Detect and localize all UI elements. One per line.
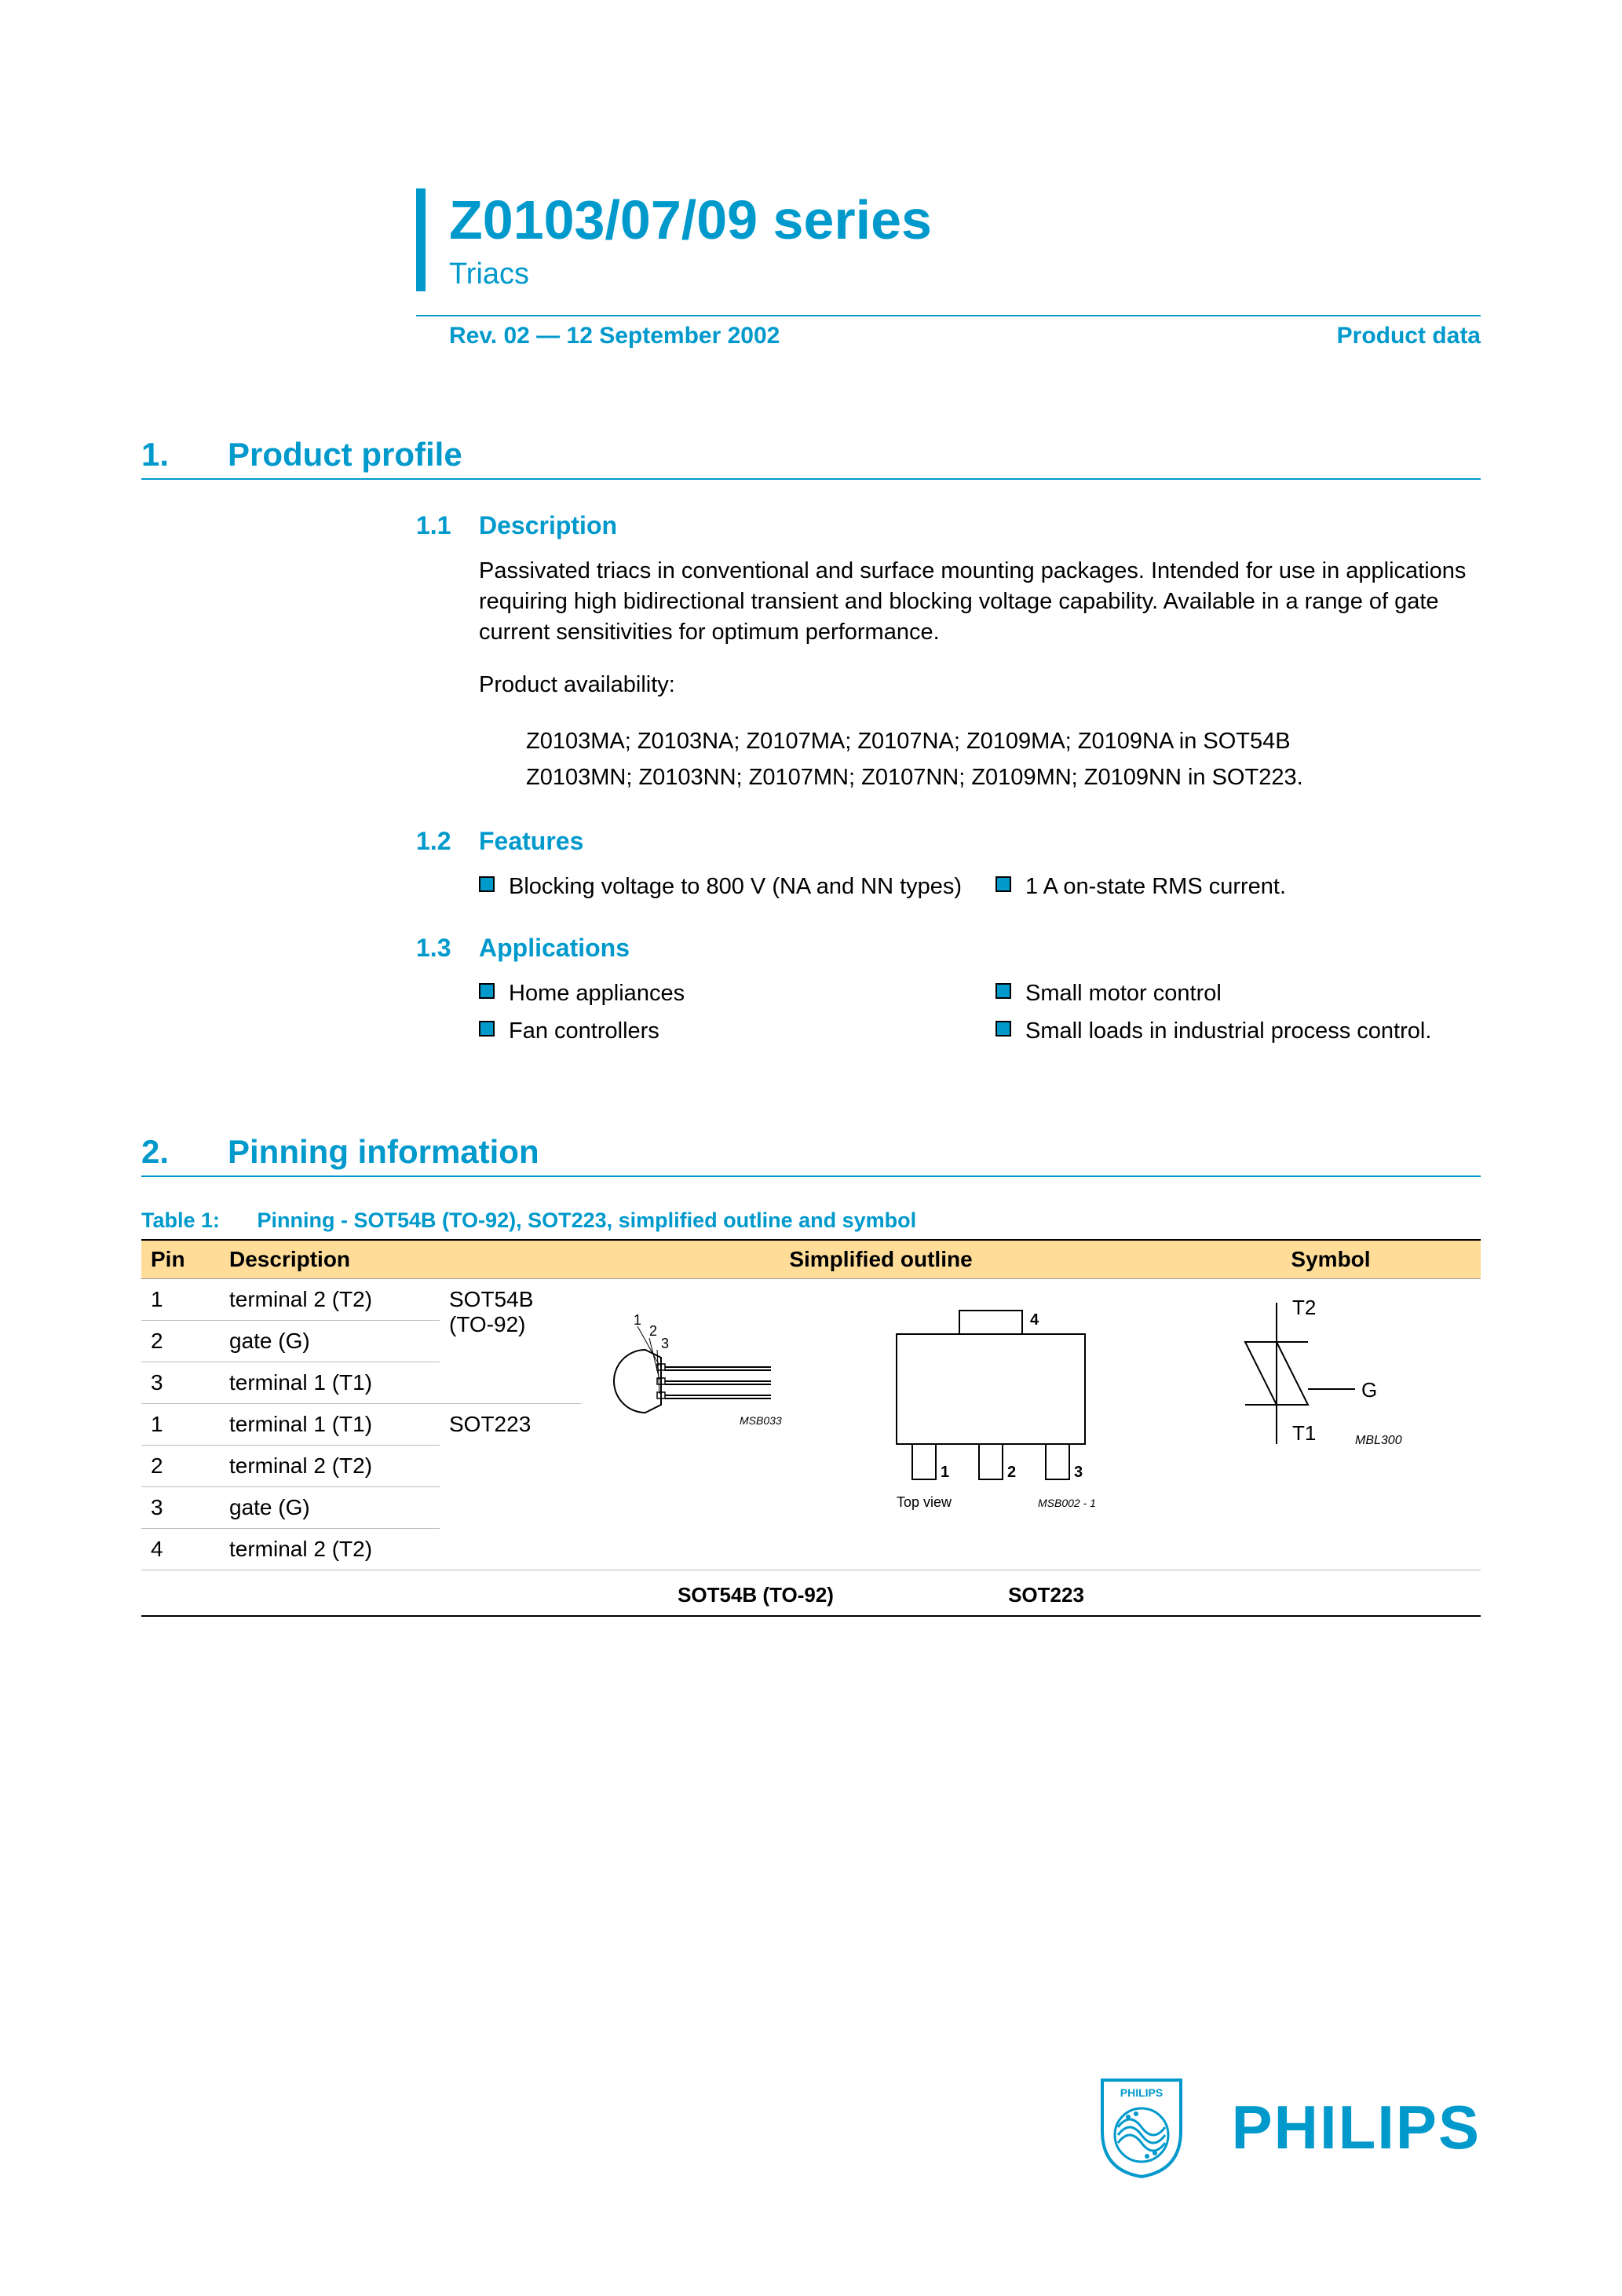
section-1-1-num: 1.1 [416, 511, 479, 540]
section-1-num: 1. [141, 436, 228, 473]
section-1-1-title: Description [479, 511, 617, 540]
package-outline-icon: 1 2 3 MSB033 4 1 [590, 1287, 1171, 1523]
section-2-heading: 2. Pinning information [141, 1133, 1481, 1177]
col-package [440, 1240, 581, 1279]
svg-text:1: 1 [634, 1312, 641, 1328]
bullet-square-icon [479, 983, 495, 999]
outline-ref-sot223: MSB002 - 1 [1038, 1497, 1096, 1509]
col-description: Description [220, 1240, 440, 1279]
table-1-num: Table 1: [141, 1208, 220, 1232]
feature-item: 1 A on-state RMS current. [995, 872, 1481, 902]
svg-text:T1: T1 [1292, 1421, 1316, 1445]
cell-symbol-diagram: T2 G T1 MBL300 [1181, 1278, 1481, 1570]
section-1-3-num: 1.3 [416, 934, 479, 963]
shield-text: PHILIPS [1120, 2086, 1162, 2099]
page-footer: PHILIPS PHILIPS [1098, 2076, 1481, 2178]
cell-pin: 2 [141, 1445, 220, 1486]
section-1-3-title: Applications [479, 934, 630, 963]
table-header-row: Pin Description Simplified outline Symbo… [141, 1240, 1481, 1279]
triac-symbol-icon: T2 G T1 MBL300 [1190, 1287, 1426, 1491]
features-list: Blocking voltage to 800 V (NA and NN typ… [479, 872, 1481, 902]
availability-line: Z0103MA; Z0103NA; Z0107MA; Z0107NA; Z010… [526, 723, 1481, 759]
svg-text:2: 2 [1007, 1464, 1016, 1481]
cell-desc: terminal 2 (T2) [220, 1278, 440, 1320]
cell-desc: gate (G) [220, 1320, 440, 1362]
application-text: Small motor control [1025, 978, 1222, 1009]
cell-pin: 1 [141, 1278, 220, 1320]
bullet-square-icon [479, 1021, 495, 1036]
svg-text:3: 3 [661, 1336, 669, 1351]
outline-label-1: SOT54B (TO-92) [678, 1583, 834, 1607]
table-1-caption-text: Pinning - SOT54B (TO-92), SOT223, simpli… [258, 1208, 917, 1232]
application-text: Home appliances [509, 978, 685, 1009]
application-text: Fan controllers [509, 1016, 659, 1047]
document-title: Z0103/07/09 series [449, 188, 1481, 251]
table-1-caption: Table 1: Pinning - SOT54B (TO-92), SOT22… [141, 1208, 1481, 1233]
bullet-square-icon [479, 876, 495, 892]
section-1-3-heading: 1.3 Applications [416, 934, 1481, 963]
cell-desc: terminal 1 (T1) [220, 1403, 440, 1445]
cell-desc: terminal 2 (T2) [220, 1445, 440, 1486]
cell-pin: 3 [141, 1486, 220, 1528]
section-1-2-title: Features [479, 827, 583, 856]
svg-text:1: 1 [941, 1464, 949, 1481]
cell-pin: 2 [141, 1320, 220, 1362]
col-outline: Simplified outline [581, 1240, 1181, 1279]
outline-ref-to92: MSB033 [740, 1414, 782, 1427]
availability-label: Product availability: [479, 670, 1481, 700]
table-footer-row: SOT54B (TO-92) SOT223 [141, 1570, 1481, 1616]
description-body: Passivated triacs in conventional and su… [479, 556, 1481, 648]
application-item: Fan controllers [479, 1016, 964, 1047]
revision-row: Rev. 02 — 12 September 2002 Product data [416, 315, 1481, 349]
top-view-label: Top view [897, 1494, 952, 1510]
feature-text: Blocking voltage to 800 V (NA and NN typ… [509, 872, 962, 902]
section-1-2-heading: 1.2 Features [416, 827, 1481, 856]
section-2-num: 2. [141, 1133, 228, 1171]
applications-list: Home appliances Small motor control Fan … [479, 978, 1481, 1046]
table-row: 1 terminal 2 (T2) SOT54B (TO-92) [141, 1278, 1481, 1320]
availability-line: Z0103MN; Z0103NN; Z0107MN; Z0107NN; Z010… [526, 759, 1481, 795]
section-2-title: Pinning information [228, 1133, 539, 1171]
section-1-2-num: 1.2 [416, 827, 479, 856]
feature-item: Blocking voltage to 800 V (NA and NN typ… [479, 872, 964, 902]
doc-type-label: Product data [1337, 323, 1481, 349]
cell-outline-diagrams: 1 2 3 MSB033 4 1 [581, 1278, 1181, 1570]
cell-package-1: SOT54B (TO-92) [440, 1278, 581, 1403]
pinning-table: Pin Description Simplified outline Symbo… [141, 1239, 1481, 1617]
svg-text:4: 4 [1030, 1311, 1039, 1329]
col-pin: Pin [141, 1240, 220, 1279]
document-subtitle: Triacs [449, 258, 1481, 291]
symbol-ref: MBL300 [1355, 1434, 1402, 1447]
application-item: Home appliances [479, 978, 964, 1009]
cell-pin: 3 [141, 1362, 220, 1403]
bullet-square-icon [995, 983, 1011, 999]
col-symbol: Symbol [1181, 1240, 1481, 1279]
svg-text:G: G [1361, 1378, 1377, 1402]
cell-desc: terminal 2 (T2) [220, 1528, 440, 1570]
cell-desc: gate (G) [220, 1486, 440, 1528]
bullet-square-icon [995, 876, 1011, 892]
section-1-1-heading: 1.1 Description [416, 511, 1481, 540]
revision-text: Rev. 02 — 12 September 2002 [416, 323, 780, 349]
svg-text:3: 3 [1074, 1464, 1083, 1481]
cell-pin: 1 [141, 1403, 220, 1445]
section-1-title: Product profile [228, 436, 462, 473]
feature-text: 1 A on-state RMS current. [1025, 872, 1286, 902]
philips-shield-icon: PHILIPS [1098, 2076, 1185, 2178]
application-item: Small motor control [995, 978, 1481, 1009]
application-text: Small loads in industrial process contro… [1025, 1016, 1431, 1047]
availability-list: Z0103MA; Z0103NA; Z0107MA; Z0107NA; Z010… [526, 723, 1481, 796]
cell-desc: terminal 1 (T1) [220, 1362, 440, 1403]
cell-pin: 4 [141, 1528, 220, 1570]
title-block: Z0103/07/09 series Triacs [416, 188, 1481, 291]
svg-text:2: 2 [649, 1323, 657, 1339]
svg-text:T2: T2 [1292, 1296, 1316, 1319]
cell-package-2: SOT223 [440, 1403, 581, 1570]
bullet-square-icon [995, 1021, 1011, 1036]
outline-label-2: SOT223 [1008, 1583, 1084, 1607]
philips-wordmark: PHILIPS [1232, 2092, 1481, 2163]
section-1-heading: 1. Product profile [141, 436, 1481, 480]
application-item: Small loads in industrial process contro… [995, 1016, 1481, 1047]
